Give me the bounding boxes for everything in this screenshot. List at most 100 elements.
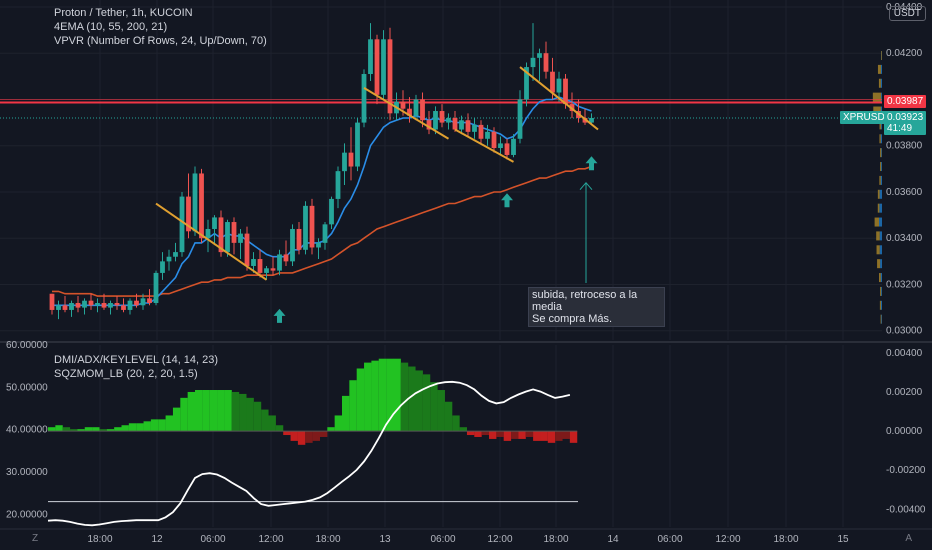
volume-profile-up-bar [880, 134, 882, 144]
right-tick-label: 0.00000 [886, 426, 923, 437]
momentum-bar [48, 427, 56, 432]
momentum-bar [283, 431, 291, 436]
time-tick-label: 18:00 [87, 534, 112, 545]
last-price-value: 0.03923 [887, 111, 924, 123]
time-tick-label: 13 [379, 534, 391, 545]
candle-body [270, 268, 276, 271]
timezone-button[interactable]: Z [32, 533, 39, 544]
candle-body [504, 143, 510, 155]
time-tick-label: 12 [151, 534, 163, 545]
momentum-bar [466, 431, 475, 436]
momentum-bar [342, 395, 350, 432]
auto-scale-button[interactable]: A [905, 533, 912, 544]
volume-profile-up-bar [879, 189, 882, 199]
candle-body [550, 71, 555, 93]
candle-body [296, 228, 302, 250]
candle-body [127, 300, 133, 310]
candle-body [186, 196, 191, 232]
momentum-bar [319, 431, 328, 437]
candle-body [342, 152, 347, 172]
momentum-bar [224, 390, 232, 432]
time-tick-label: 12:00 [258, 534, 283, 545]
candle-body [257, 259, 263, 273]
momentum-bar [327, 427, 335, 432]
candle-body [251, 259, 256, 266]
candle-body [452, 117, 458, 130]
candle-body [264, 268, 269, 273]
candle-body [316, 242, 321, 248]
candle-body [446, 117, 451, 123]
candle-body [277, 254, 282, 271]
volume-profile-up-bar [879, 217, 882, 227]
momentum-bar [371, 360, 379, 432]
momentum-bar [158, 419, 166, 432]
candle-body [290, 228, 295, 262]
candle-body [62, 305, 68, 310]
annotation-line-2: Se compra Más. [532, 313, 613, 325]
momentum-bar [217, 390, 225, 432]
volume-profile-up-bar [881, 120, 882, 130]
momentum-bar [430, 382, 438, 432]
momentum-bar [150, 419, 159, 432]
volume-profile-down-bar [880, 286, 882, 296]
volume-profile-down-bar [879, 120, 882, 130]
volume-profile-down-bar [874, 217, 880, 227]
time-tick-label: 12:00 [487, 534, 512, 545]
candle-body [348, 152, 354, 167]
currency-button[interactable]: USDT [888, 6, 926, 21]
candle-body [75, 302, 81, 308]
time-tick-label: 14 [607, 534, 619, 545]
momentum-bar [503, 431, 512, 441]
candle-body [205, 228, 211, 239]
price-tick-label: 0.03400 [886, 233, 923, 244]
momentum-bar [437, 390, 445, 432]
vpvr-legend[interactable]: VPVR (Number Of Rows, 24, Up/Down, 70) [54, 35, 267, 47]
up-arrow-icon [273, 308, 286, 323]
momentum-bar [290, 431, 298, 441]
candle-body [329, 198, 334, 225]
momentum-bar [165, 415, 173, 432]
candle-body [121, 305, 126, 310]
candle-body [160, 261, 165, 273]
sqzmom-legend[interactable]: SQZMOM_LB (20, 2, 20, 1.5) [54, 368, 198, 380]
trendline [155, 202, 268, 281]
momentum-bar [400, 362, 409, 432]
momentum-bar [525, 431, 534, 437]
left-tick-label: 50.00000 [6, 382, 48, 393]
momentum-bar [187, 391, 196, 432]
candle-body [192, 173, 198, 232]
candle-body [56, 305, 61, 310]
volume-profile-down-bar [879, 134, 881, 144]
volume-profile-down-bar [878, 78, 881, 88]
volume-profile-up-bar [881, 162, 882, 172]
annotation-note[interactable]: subida, retroceso a la media Se compra M… [528, 287, 665, 327]
momentum-bar [364, 362, 372, 432]
momentum-bar [408, 366, 416, 432]
candle-body [231, 222, 237, 243]
trendline [363, 87, 450, 140]
candle-body [134, 300, 139, 306]
volume-profile-up-bar [879, 231, 882, 241]
red-level-price-tag: 0.03987 [884, 95, 927, 109]
candle-body [426, 120, 432, 130]
candle-body [322, 224, 328, 243]
symbol-title[interactable]: Proton / Tether, 1h, KUCOIN [54, 7, 193, 19]
momentum-bar [511, 431, 519, 439]
volume-profile-down-bar [880, 162, 882, 172]
volume-profile-up-bar [879, 245, 882, 255]
candle-body [400, 101, 406, 109]
dmi-legend[interactable]: DMI/ADX/KEYLEVEL (14, 14, 23) [54, 354, 219, 366]
candle-body [309, 205, 315, 248]
candle-body [413, 99, 419, 116]
momentum-bar [540, 431, 548, 441]
momentum-bar [231, 391, 240, 432]
ema-legend[interactable]: 4EMA (10, 55, 200, 21) [54, 21, 168, 33]
momentum-bar [253, 401, 262, 432]
momentum-bar [356, 368, 365, 432]
volume-profile-up-bar [881, 148, 882, 158]
momentum-bar [143, 421, 151, 432]
momentum-bar [246, 397, 254, 432]
right-tick-label: -0.00200 [886, 465, 926, 476]
momentum-bar [422, 374, 431, 432]
